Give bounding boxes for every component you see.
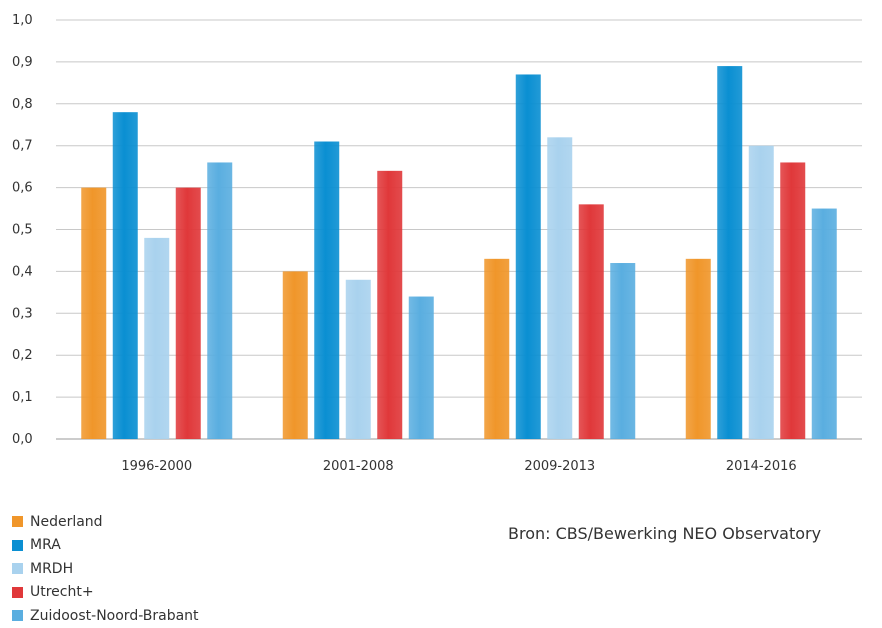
legend-swatch	[12, 539, 23, 551]
y-tick-label: 0,4	[12, 264, 33, 279]
bar-utrecht--1996-2000	[175, 187, 201, 439]
bar-nederland-2014-2016	[685, 258, 711, 439]
legend-item: MRA	[12, 534, 199, 558]
x-tick-label: 2014-2016	[726, 459, 797, 474]
bar-utrecht--2009-2013	[578, 204, 604, 439]
bar-zuidoost-noord-brabant-2014-2016	[811, 208, 837, 439]
y-tick-label: 0,3	[12, 306, 33, 321]
y-tick-label: 0,7	[12, 139, 33, 154]
legend-item: MRDH	[12, 557, 199, 581]
legend-label: Zuidoost-Noord-Brabant	[30, 607, 199, 624]
legend-swatch	[12, 610, 23, 622]
bar-mrdh-2009-2013	[547, 137, 573, 439]
legend-item: Nederland	[12, 510, 199, 534]
legend-swatch	[12, 563, 23, 575]
bar-mrdh-2001-2008	[345, 279, 371, 439]
legend-label: MRDH	[30, 560, 74, 577]
bar-zuidoost-noord-brabant-1996-2000	[207, 162, 233, 439]
x-tick-label: 2009-2013	[524, 459, 595, 474]
y-axis-ticks: 0,0 0,1 0,2 0,3 0,4 0,5 0,6 0,7 0,8 0,9 1,0	[12, 13, 33, 447]
x-axis-ticks: 1996-2000 2001-2008 2009-2013 2014-2016	[121, 459, 796, 474]
legend-swatch	[12, 516, 23, 528]
y-tick-label: 0,6	[12, 181, 33, 196]
bar-mrdh-1996-2000	[144, 237, 170, 439]
bar-mra-2009-2013	[515, 74, 541, 439]
legend-swatch	[12, 586, 23, 598]
legend-label: Nederland	[30, 513, 103, 530]
legend: Nederland MRA MRDH Utrecht+ Zuidoost-Noord-B…	[12, 510, 199, 628]
bar-nederland-2009-2013	[484, 258, 510, 439]
y-tick-label: 0,8	[12, 97, 33, 112]
legend-item: Utrecht+	[12, 581, 199, 605]
legend-label: Utrecht+	[30, 584, 94, 601]
y-tick-label: 0,2	[12, 348, 33, 363]
bar-mra-2001-2008	[314, 141, 340, 439]
y-tick-label: 0,1	[12, 390, 33, 405]
bar-utrecht--2014-2016	[780, 162, 806, 439]
y-tick-label: 0,9	[12, 55, 33, 70]
bar-mra-1996-2000	[112, 112, 138, 440]
bar-mrdh-2014-2016	[748, 145, 774, 439]
bar-zuidoost-noord-brabant-2009-2013	[610, 263, 636, 439]
legend-label: MRA	[30, 537, 61, 554]
y-tick-label: 0,5	[12, 223, 33, 238]
bar-zuidoost-noord-brabant-2001-2008	[408, 296, 434, 439]
bar-utrecht--2001-2008	[377, 170, 403, 439]
x-tick-label: 2001-2008	[323, 459, 394, 474]
x-tick-label: 1996-2000	[121, 459, 192, 474]
legend-item: Zuidoost-Noord-Brabant	[12, 604, 199, 628]
source-note: Bron: CBS/Bewerking NEO Observatory	[508, 524, 822, 543]
bars	[81, 66, 837, 440]
bar-nederland-1996-2000	[81, 187, 107, 439]
y-tick-label: 0,0	[12, 432, 33, 447]
bar-mra-2014-2016	[717, 66, 743, 439]
bar-nederland-2001-2008	[282, 271, 308, 439]
y-tick-label: 1,0	[12, 13, 33, 28]
